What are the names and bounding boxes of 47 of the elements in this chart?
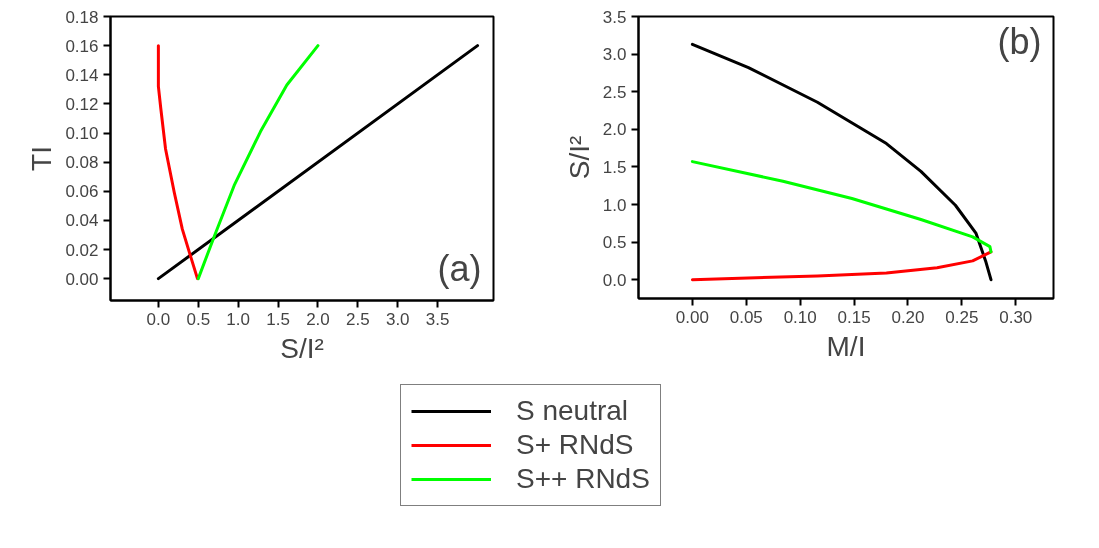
- y-tick-label: 0.06: [65, 182, 99, 202]
- x-tick-label: 0.0: [146, 309, 171, 329]
- x-tick-label: 0.05: [729, 307, 763, 327]
- x-tick-label: 2.5: [346, 309, 370, 329]
- x-tick-label: 0.15: [837, 307, 871, 327]
- y-tick-label: 0.12: [65, 94, 99, 114]
- x-tick-label: 1.5: [266, 309, 290, 329]
- legend-label: S++ RNdS: [516, 463, 650, 495]
- y-axis-title: TI: [26, 146, 58, 171]
- y-tick-label: 0.0: [602, 270, 627, 290]
- x-tick-label: 2.0: [306, 309, 330, 329]
- x-tick-label: 0.5: [186, 309, 211, 329]
- y-tick-label: 0.5: [602, 233, 627, 253]
- y-tick-label: 0.10: [65, 124, 99, 144]
- line-series: [196, 44, 320, 281]
- y-tick-label: 0.14: [65, 65, 99, 85]
- line-series: [156, 44, 199, 281]
- x-tick-label: 3.5: [425, 309, 450, 329]
- x-tick-label: 0.10: [783, 307, 817, 327]
- y-tick-label: 0.18: [65, 7, 99, 27]
- y-tick-label: 0.16: [65, 36, 99, 56]
- line-series: [690, 42, 993, 282]
- legend-label: S+ RNdS: [516, 429, 634, 461]
- x-axis-title: S/I²: [280, 332, 324, 364]
- y-tick-label: 1.0: [602, 195, 627, 215]
- line-series: [690, 160, 993, 254]
- y-tick-label: 2.5: [602, 82, 627, 102]
- line-series: [690, 250, 993, 282]
- x-tick-label: 0.00: [675, 307, 709, 327]
- annotation: (a): [437, 248, 482, 290]
- y-tick-label: 3.5: [602, 7, 627, 27]
- y-tick-label: 2.0: [602, 120, 627, 140]
- y-tick-label: 3.0: [602, 45, 627, 65]
- y-axis-title: S/I²: [563, 135, 595, 180]
- y-tick-label: 0.02: [65, 240, 99, 260]
- x-tick-label: 0.25: [945, 307, 979, 327]
- y-tick-label: 0.00: [65, 269, 99, 289]
- y-tick-label: 0.04: [65, 211, 99, 231]
- legend-label: S neutral: [516, 395, 629, 427]
- x-tick-label: 0.30: [999, 307, 1033, 327]
- annotation: (b): [997, 20, 1042, 62]
- x-axis-title: M/I: [826, 330, 866, 362]
- x-tick-label: 1.0: [226, 309, 250, 329]
- y-tick-label: 1.5: [602, 157, 627, 177]
- x-tick-label: 0.20: [891, 307, 925, 327]
- x-tick-label: 3.0: [385, 309, 410, 329]
- y-tick-label: 0.08: [65, 153, 99, 173]
